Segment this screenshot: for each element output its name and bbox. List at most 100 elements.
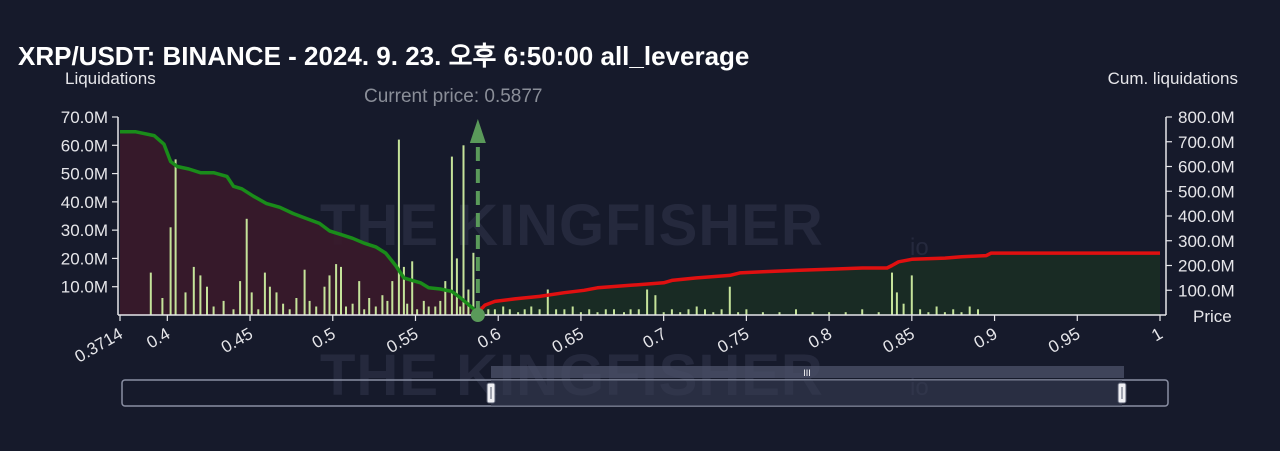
- liquidation-bar: [952, 309, 955, 315]
- liquidation-bar: [212, 306, 215, 315]
- liquidation-bar: [571, 306, 574, 315]
- liquidation-bar: [935, 306, 938, 315]
- liquidation-bar: [811, 312, 814, 315]
- liquidation-bar: [588, 309, 591, 315]
- liquidation-bar: [232, 309, 235, 315]
- liquidation-bar: [391, 281, 394, 315]
- y-right-tick-label: 700.0M: [1178, 133, 1235, 152]
- y-right-tick-label: 300.0M: [1178, 232, 1235, 251]
- liquidation-bar: [263, 272, 266, 315]
- liquidation-bar: [795, 309, 797, 315]
- x-tick-label: 0.85: [880, 324, 918, 357]
- x-tick-label: 0.4: [143, 324, 173, 352]
- liquidation-bar: [596, 312, 599, 315]
- liquidation-bar: [239, 281, 242, 315]
- liquidation-bar: [629, 309, 632, 315]
- liquidation-bar: [282, 303, 285, 315]
- watermark-suffix: io: [910, 234, 929, 261]
- cum-liquidation-area-2: [477, 253, 1160, 315]
- liquidation-bar: [977, 309, 979, 315]
- navigator-left-handle[interactable]: [486, 382, 496, 404]
- liquidation-bar: [192, 266, 195, 315]
- liquidation-bar: [646, 289, 649, 315]
- x-tick-label: 0.45: [218, 324, 256, 357]
- liquidation-bar: [563, 309, 566, 315]
- y-left-tick-label: 20.0M: [61, 249, 108, 268]
- liquidation-bar: [386, 300, 389, 315]
- liquidation-bar: [358, 281, 361, 315]
- liquidation-bar: [222, 300, 225, 315]
- navigator-right-handle[interactable]: [1117, 382, 1127, 404]
- navigator-selected-range[interactable]: [491, 380, 1122, 406]
- liquidation-bar: [199, 275, 202, 315]
- liquidation-bar: [268, 286, 271, 315]
- liquidation-bar: [328, 275, 331, 315]
- liquidation-bar: [687, 309, 690, 315]
- liquidation-bar: [828, 312, 831, 315]
- liquidation-bar: [670, 309, 673, 315]
- liquidation-bar: [472, 252, 475, 315]
- liquidation-bar: [604, 309, 607, 315]
- y-right-tick-label: 200.0M: [1178, 257, 1235, 276]
- liquidation-bar: [877, 312, 880, 315]
- liquidation-bar: [169, 227, 172, 315]
- liquidation-bar: [487, 309, 490, 315]
- liquidation-bar: [943, 312, 946, 315]
- liquidation-bar: [250, 292, 253, 315]
- liquidation-bar: [275, 292, 278, 315]
- liquidation-bar: [161, 298, 164, 315]
- liquidation-bar: [340, 266, 342, 315]
- liquidation-bar: [459, 306, 462, 315]
- liquidation-bar: [206, 286, 208, 315]
- liquidation-bar: [720, 309, 723, 315]
- liquidation-bar: [623, 312, 625, 315]
- liquidation-bar: [416, 309, 419, 315]
- range-navigator[interactable]: III: [121, 366, 1169, 407]
- liquidation-bar: [493, 309, 496, 315]
- liquidation-bar: [637, 309, 640, 315]
- liquidation-bar: [728, 286, 731, 315]
- x-tick-label: 0.3714: [71, 324, 126, 366]
- liquidation-bar: [422, 300, 425, 315]
- liquidation-bar: [530, 306, 533, 315]
- liquidation-bar: [761, 312, 764, 315]
- liquidation-bar: [712, 312, 715, 315]
- liquidation-bar: [737, 312, 740, 315]
- liquidation-bar: [462, 145, 465, 315]
- liquidation-bar: [517, 312, 520, 315]
- liquidation-bar: [351, 303, 354, 315]
- cum-liquidation-area-1: [120, 131, 478, 315]
- liquidation-bar: [149, 272, 152, 315]
- liquidation-bar: [679, 312, 682, 315]
- current-price-marker: [470, 308, 485, 322]
- liquidation-bar: [381, 295, 384, 315]
- y-right-tick-label: 600.0M: [1178, 158, 1235, 177]
- liquidation-bar: [374, 306, 377, 315]
- liquidation-bar: [397, 139, 400, 315]
- liquidation-bar: [579, 312, 582, 315]
- x-tick-label: 1: [1148, 324, 1166, 345]
- liquidation-bar: [439, 300, 442, 315]
- liquidation-bar: [960, 312, 963, 315]
- liquidation-bar: [654, 295, 657, 315]
- liquidation-bar: [895, 292, 898, 315]
- liquidation-bar: [323, 286, 326, 315]
- liquidation-bar: [345, 306, 347, 315]
- liquidation-bar: [844, 312, 847, 315]
- liquidation-bar: [662, 312, 665, 315]
- y-left-tick-label: 50.0M: [61, 165, 108, 184]
- x-axis-title: Price: [1193, 307, 1232, 326]
- liquidation-bar: [245, 218, 248, 315]
- liquidation-bar: [902, 303, 905, 315]
- liquidation-bar: [861, 309, 864, 315]
- liquidation-bar: [555, 309, 558, 315]
- chart-title: XRP/USDT: BINANCE - 2024. 9. 23. 오후 6:50…: [18, 41, 750, 71]
- liquidation-bar: [406, 303, 409, 315]
- y-right-tick-label: 800.0M: [1178, 108, 1235, 127]
- liquidation-bar: [508, 309, 511, 315]
- navigator-scroll-thumb[interactable]: [491, 366, 1124, 378]
- current-price-arrow: [469, 119, 486, 143]
- liquidation-bar: [695, 306, 698, 315]
- liquidation-bar: [288, 309, 291, 315]
